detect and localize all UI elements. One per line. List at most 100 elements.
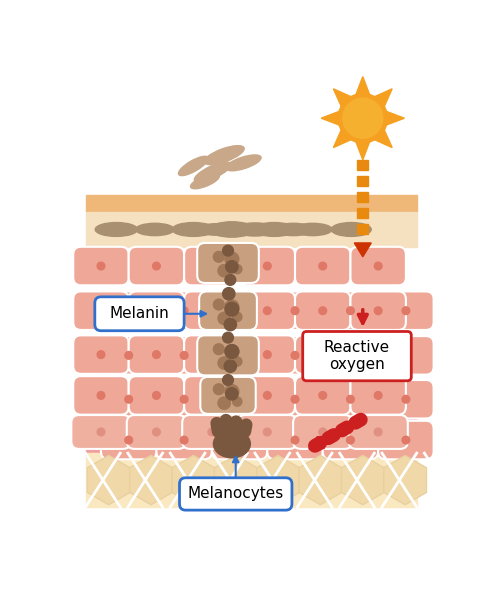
Circle shape xyxy=(264,428,271,436)
Circle shape xyxy=(346,395,354,403)
Circle shape xyxy=(152,392,160,399)
Circle shape xyxy=(236,436,244,444)
FancyBboxPatch shape xyxy=(95,297,184,331)
Circle shape xyxy=(319,307,327,314)
Polygon shape xyxy=(309,436,324,449)
FancyBboxPatch shape xyxy=(268,336,323,374)
Circle shape xyxy=(319,428,327,436)
FancyBboxPatch shape xyxy=(350,247,406,285)
Circle shape xyxy=(218,265,230,277)
Bar xyxy=(357,208,368,218)
FancyBboxPatch shape xyxy=(72,415,131,449)
Circle shape xyxy=(233,397,242,406)
Polygon shape xyxy=(342,455,384,505)
Circle shape xyxy=(233,312,242,322)
FancyBboxPatch shape xyxy=(295,376,350,415)
Circle shape xyxy=(374,351,382,358)
Circle shape xyxy=(125,352,133,359)
Circle shape xyxy=(338,94,388,143)
Circle shape xyxy=(208,392,216,399)
FancyBboxPatch shape xyxy=(129,335,184,374)
Circle shape xyxy=(152,307,160,314)
FancyBboxPatch shape xyxy=(240,247,295,285)
FancyBboxPatch shape xyxy=(74,376,129,415)
Polygon shape xyxy=(130,455,172,505)
FancyBboxPatch shape xyxy=(156,336,212,374)
FancyBboxPatch shape xyxy=(323,380,378,419)
Bar xyxy=(86,195,416,212)
Circle shape xyxy=(402,436,410,444)
Circle shape xyxy=(225,302,239,316)
FancyBboxPatch shape xyxy=(348,415,408,449)
FancyBboxPatch shape xyxy=(197,243,259,283)
Polygon shape xyxy=(387,112,404,125)
Polygon shape xyxy=(384,455,426,505)
Circle shape xyxy=(236,395,244,403)
Ellipse shape xyxy=(294,223,332,236)
FancyBboxPatch shape xyxy=(156,421,212,460)
FancyBboxPatch shape xyxy=(323,292,378,330)
FancyBboxPatch shape xyxy=(184,376,240,415)
FancyBboxPatch shape xyxy=(295,292,350,330)
Polygon shape xyxy=(356,77,369,95)
FancyBboxPatch shape xyxy=(101,421,156,460)
FancyBboxPatch shape xyxy=(74,335,129,374)
Ellipse shape xyxy=(273,223,314,236)
Circle shape xyxy=(97,262,105,270)
Circle shape xyxy=(402,395,410,403)
Circle shape xyxy=(125,307,133,314)
FancyBboxPatch shape xyxy=(199,292,257,330)
Ellipse shape xyxy=(172,223,215,236)
Polygon shape xyxy=(299,455,342,505)
Circle shape xyxy=(208,351,216,358)
Circle shape xyxy=(218,357,230,369)
FancyBboxPatch shape xyxy=(295,335,350,374)
Circle shape xyxy=(319,351,327,358)
Circle shape xyxy=(402,352,410,359)
Circle shape xyxy=(214,344,224,355)
Circle shape xyxy=(208,428,216,436)
Circle shape xyxy=(222,287,235,300)
FancyBboxPatch shape xyxy=(240,335,295,374)
Circle shape xyxy=(233,357,242,366)
Circle shape xyxy=(222,416,230,424)
Text: Reactive
oxygen: Reactive oxygen xyxy=(324,340,390,373)
FancyBboxPatch shape xyxy=(200,377,256,414)
Bar xyxy=(86,453,416,507)
Circle shape xyxy=(222,332,233,343)
Circle shape xyxy=(346,352,354,359)
Ellipse shape xyxy=(214,430,250,458)
Circle shape xyxy=(236,352,244,359)
FancyBboxPatch shape xyxy=(303,331,411,381)
FancyBboxPatch shape xyxy=(378,292,434,330)
Bar xyxy=(357,224,368,235)
Circle shape xyxy=(291,436,299,444)
FancyBboxPatch shape xyxy=(184,335,240,374)
Text: Melanocytes: Melanocytes xyxy=(188,487,284,502)
Polygon shape xyxy=(375,130,392,148)
Ellipse shape xyxy=(253,223,295,236)
Ellipse shape xyxy=(331,223,371,236)
Circle shape xyxy=(319,392,327,399)
Circle shape xyxy=(374,428,382,436)
Circle shape xyxy=(225,252,239,266)
Circle shape xyxy=(208,307,216,314)
Circle shape xyxy=(224,360,237,372)
Polygon shape xyxy=(257,455,299,505)
Circle shape xyxy=(222,245,233,256)
Ellipse shape xyxy=(234,223,276,236)
Circle shape xyxy=(374,262,382,270)
Circle shape xyxy=(291,395,299,403)
Polygon shape xyxy=(215,455,257,505)
Circle shape xyxy=(264,392,271,399)
Ellipse shape xyxy=(204,146,244,164)
Circle shape xyxy=(125,436,133,444)
FancyBboxPatch shape xyxy=(179,478,292,510)
Circle shape xyxy=(218,312,230,325)
Circle shape xyxy=(225,344,239,358)
Circle shape xyxy=(152,351,160,358)
Ellipse shape xyxy=(195,162,231,182)
FancyBboxPatch shape xyxy=(293,415,352,449)
FancyBboxPatch shape xyxy=(378,336,434,374)
Circle shape xyxy=(225,300,239,314)
